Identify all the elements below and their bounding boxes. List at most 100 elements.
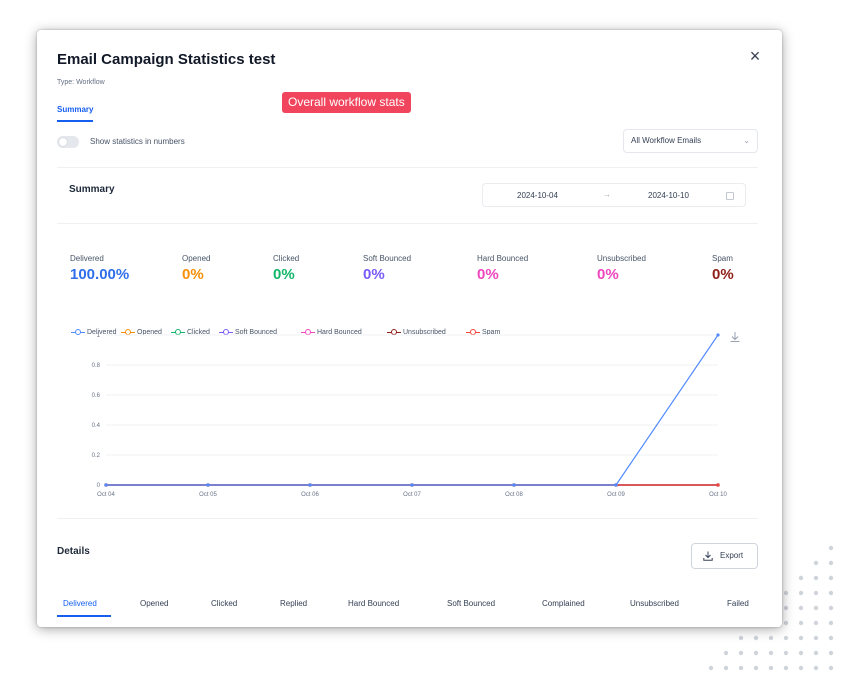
data-point (716, 333, 720, 337)
stat-soft-bounced: Soft Bounced 0% (363, 254, 411, 283)
y-tick-label: 1 (97, 333, 101, 339)
calendar-icon[interactable] (726, 192, 734, 200)
decorative-dot (768, 665, 774, 671)
x-tick-label: Oct 08 (505, 492, 523, 498)
export-icon (703, 551, 713, 561)
close-icon[interactable]: × (749, 46, 761, 66)
decorative-dot (783, 665, 789, 671)
data-point (308, 483, 312, 487)
stat-label: Unsubscribed (597, 254, 646, 263)
arrow-right-icon: → (603, 190, 611, 199)
data-point (716, 483, 720, 487)
decorative-dot (798, 605, 804, 611)
active-tab-underline (57, 615, 111, 617)
download-icon[interactable] (729, 331, 741, 343)
date-end[interactable]: 2024-10-10 (648, 191, 689, 200)
x-tick-label: Oct 06 (301, 492, 319, 498)
decorative-dot (723, 665, 729, 671)
email-filter-select[interactable]: All Workflow Emails ⌄ (623, 129, 758, 153)
summary-title: Summary (69, 184, 115, 195)
tab-failed[interactable]: Failed (727, 599, 749, 608)
divider (57, 223, 758, 224)
decorative-dot (798, 665, 804, 671)
decorative-dot (738, 665, 744, 671)
tab-delivered[interactable]: Delivered (63, 599, 97, 608)
export-button[interactable]: Export (691, 543, 758, 569)
decorative-dot (783, 590, 789, 596)
legend-label: Delivered (87, 328, 117, 336)
details-title: Details (57, 546, 90, 557)
stat-value: 100.00% (70, 266, 130, 283)
stat-label: Opened (182, 254, 211, 263)
chevron-down-icon: ⌄ (743, 136, 750, 145)
date-start[interactable]: 2024-10-04 (517, 191, 558, 200)
decorative-dot (828, 560, 834, 566)
annotation-badge: Overall workflow stats (282, 92, 411, 113)
email-filter-value: All Workflow Emails (631, 136, 702, 145)
legend-label: Soft Bounced (235, 328, 278, 336)
stat-value: 0% (273, 266, 295, 283)
legend-label: Spam (482, 328, 501, 336)
x-tick-label: Oct 10 (709, 492, 727, 498)
stat-opened: Opened 0% (182, 254, 210, 283)
decorative-dot (753, 665, 759, 671)
tab-complained[interactable]: Complained (542, 599, 585, 608)
decorative-dot (783, 635, 789, 641)
show-numbers-label: Show statistics in numbers (90, 137, 185, 146)
stat-value: 0% (712, 266, 734, 283)
legend-item-delivered[interactable]: Delivered (71, 328, 117, 336)
y-tick-label: 0.8 (92, 363, 101, 369)
tab-hard-bounced[interactable]: Hard Bounced (348, 599, 400, 608)
x-tick-label: Oct 05 (199, 492, 217, 498)
decorative-dot (738, 635, 744, 641)
line-chart: 0 0.2 0.4 0.6 0.8 1 Oct 04 Oct 05 Oct 06 Oct 07 Oc… (92, 333, 728, 498)
decorative-dot (798, 635, 804, 641)
data-point (512, 483, 516, 487)
decorative-dot (828, 665, 834, 671)
stat-hard-bounced: Hard Bounced 0% (477, 254, 528, 283)
decorative-dot (828, 575, 834, 581)
stat-value: 0% (477, 266, 499, 283)
stat-value: 0% (363, 266, 385, 283)
legend-label: Unsubscribed (403, 328, 446, 336)
decorative-dot (753, 635, 759, 641)
decorative-dot (798, 650, 804, 656)
stat-label: Clicked (273, 254, 300, 263)
decorative-dot (828, 605, 834, 611)
tab-soft-bounced[interactable]: Soft Bounced (447, 599, 496, 608)
legend-marker-icon (71, 328, 85, 336)
decorative-dot (828, 635, 834, 641)
decorative-dot (828, 620, 834, 626)
stat-label: Soft Bounced (363, 254, 412, 263)
decorative-dot (768, 635, 774, 641)
y-tick-label: 0.6 (92, 393, 101, 399)
decorative-dot (813, 575, 819, 581)
stat-clicked: Clicked 0% (273, 254, 299, 283)
tab-summary[interactable]: Summary (57, 105, 94, 122)
x-tick-label: Oct 07 (403, 492, 421, 498)
decorative-dot (813, 650, 819, 656)
decorative-dot (798, 620, 804, 626)
modal-title: Email Campaign Statistics test (57, 51, 276, 68)
show-numbers-toggle[interactable] (57, 136, 79, 148)
decorative-dot (723, 650, 729, 656)
stat-label: Hard Bounced (477, 254, 529, 263)
legend-label: Hard Bounced (317, 328, 362, 336)
tab-clicked[interactable]: Clicked (211, 599, 238, 608)
legend-label: Clicked (187, 328, 210, 336)
tab-opened[interactable]: Opened (140, 599, 169, 608)
date-range-picker[interactable]: 2024-10-04 → 2024-10-10 (482, 183, 746, 207)
tab-unsubscribed[interactable]: Unsubscribed (630, 599, 679, 608)
decorative-dot (813, 590, 819, 596)
y-tick-label: 0 (97, 483, 101, 489)
decorative-dot (768, 650, 774, 656)
campaign-type: Type: Workflow (57, 79, 105, 86)
export-label: Export (720, 551, 744, 560)
decorative-dot (798, 575, 804, 581)
campaign-stats-modal: Email Campaign Statistics test × Type: W… (37, 30, 782, 627)
decorative-dot (738, 650, 744, 656)
decorative-dot (798, 590, 804, 596)
stat-spam: Spam 0% (712, 254, 734, 283)
decorative-dot (783, 605, 789, 611)
tab-replied[interactable]: Replied (280, 599, 308, 608)
